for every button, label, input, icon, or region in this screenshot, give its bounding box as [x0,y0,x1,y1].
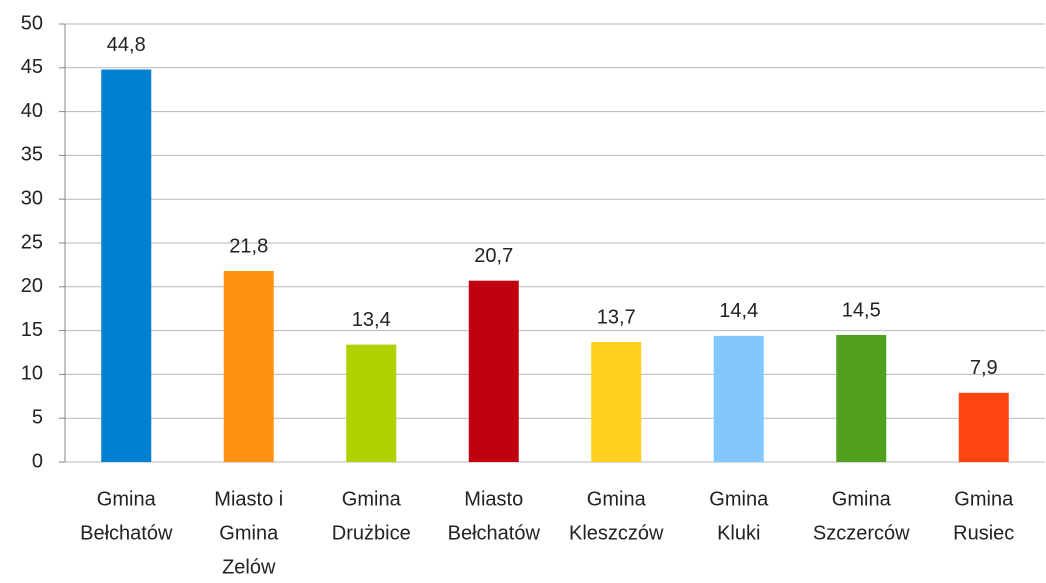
y-tick-label: 15 [21,319,43,341]
y-tick-label: 5 [32,406,43,428]
bar [101,69,152,462]
bar [346,344,397,462]
x-tick-label: Szczerców [813,522,910,544]
x-tick-label: Gmina [954,488,1014,510]
x-tick-label: Gmina [219,522,279,544]
x-tick-label: Miasto [464,488,523,510]
x-tick-label: Gmina [97,488,157,510]
bar [468,280,519,462]
value-label: 14,5 [842,299,881,321]
x-tick-label: Miasto i [214,488,283,510]
x-tick-label: Rusiec [953,522,1014,544]
bar [591,341,642,462]
y-tick-label: 50 [21,12,43,34]
x-tick-label: Kluki [717,522,760,544]
value-label: 7,9 [970,357,998,379]
value-label: 13,7 [597,306,636,328]
value-label: 14,4 [719,300,758,322]
value-label: 44,8 [107,34,146,56]
value-label: 13,4 [352,309,391,331]
x-tick-label: Gmina [587,488,647,510]
x-tick-label: Gmina [342,488,402,510]
y-tick-label: 10 [21,363,43,385]
y-tick-label: 40 [21,100,43,122]
x-tick-label: Gmina [832,488,892,510]
y-tick-label: 45 [21,56,43,78]
x-tick-label: Bełchatów [448,522,541,544]
y-tick-label: 0 [32,450,43,472]
bar [958,392,1009,462]
bar [223,271,274,462]
x-tick-label: Drużbice [332,522,411,544]
value-label: 21,8 [229,235,268,257]
y-tick-label: 20 [21,275,43,297]
y-tick-label: 30 [21,187,43,209]
x-tick-label: Zelów [222,556,276,578]
value-label: 20,7 [474,245,513,267]
x-tick-label: Bełchatów [80,522,173,544]
y-tick-label: 35 [21,144,43,166]
x-tick-label: Kleszczów [569,522,664,544]
x-tick-label: Gmina [709,488,769,510]
y-tick-label: 25 [21,231,43,253]
bar [836,334,887,462]
bar [713,335,764,462]
